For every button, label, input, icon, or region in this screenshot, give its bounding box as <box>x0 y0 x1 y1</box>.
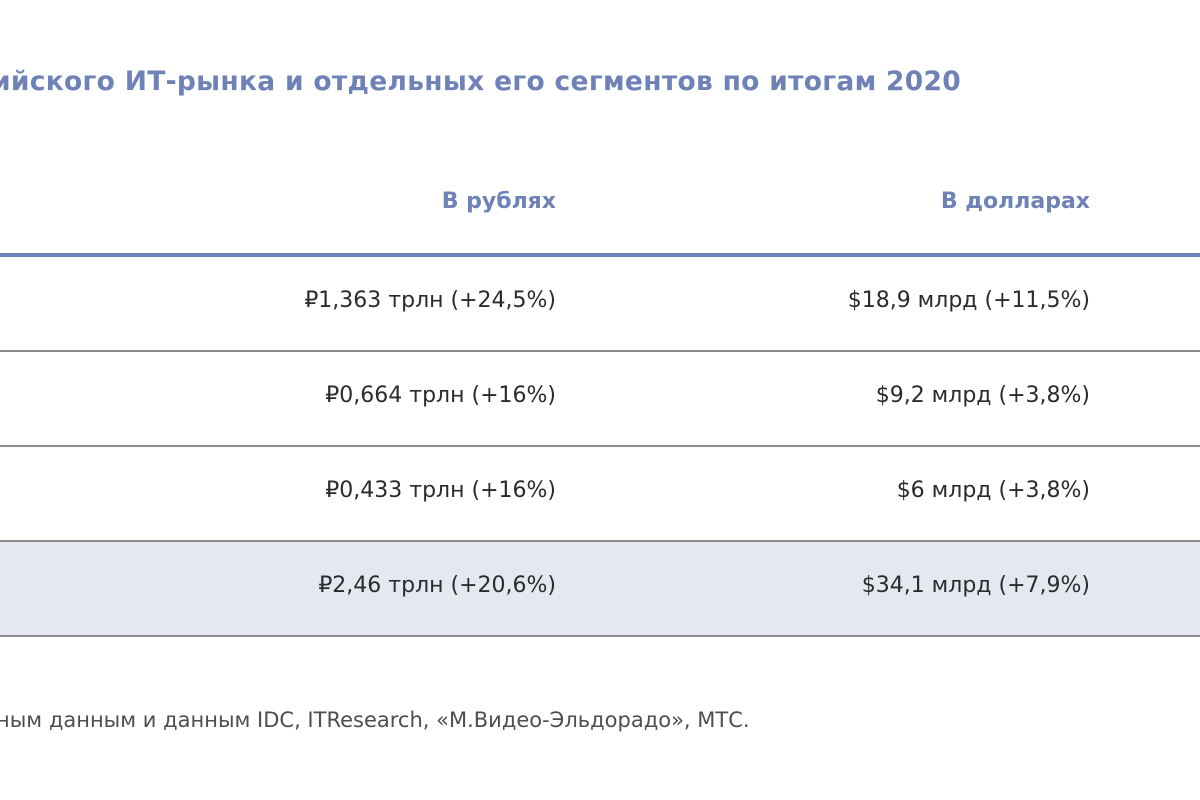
table-title: ийского ИТ-рынка и отдельных его сегмент… <box>0 66 962 97</box>
cell-rub: ₽0,433 трлн (+16%) <box>325 478 556 503</box>
data-table: В рублях В долларах ₽1,363 трлн (+24,5%)… <box>0 160 1200 637</box>
source-footnote: ным данным и данным IDC, ITResearch, «М.… <box>0 708 750 732</box>
table-row-total: ₽2,46 трлн (+20,6%) $34,1 млрд (+7,9%) <box>0 542 1200 637</box>
cell-usd-total: $34,1 млрд (+7,9%) <box>861 573 1090 598</box>
header-rub: В рублях <box>441 189 556 214</box>
header-usd: В долларах <box>940 189 1090 214</box>
cell-usd: $9,2 млрд (+3,8%) <box>875 383 1090 408</box>
table-row: ₽1,363 трлн (+24,5%) $18,9 млрд (+11,5%) <box>0 257 1200 352</box>
table-row: ₽0,433 трлн (+16%) $6 млрд (+3,8%) <box>0 447 1200 542</box>
cell-rub: ₽1,363 трлн (+24,5%) <box>304 288 556 313</box>
cell-rub: ₽0,664 трлн (+16%) <box>325 383 556 408</box>
table-row: ₽0,664 трлн (+16%) $9,2 млрд (+3,8%) <box>0 352 1200 447</box>
cell-usd: $18,9 млрд (+11,5%) <box>847 288 1090 313</box>
cell-rub-total: ₽2,46 трлн (+20,6%) <box>318 573 556 598</box>
table-header-row: В рублях В долларах <box>0 160 1200 257</box>
cell-usd: $6 млрд (+3,8%) <box>896 478 1090 503</box>
